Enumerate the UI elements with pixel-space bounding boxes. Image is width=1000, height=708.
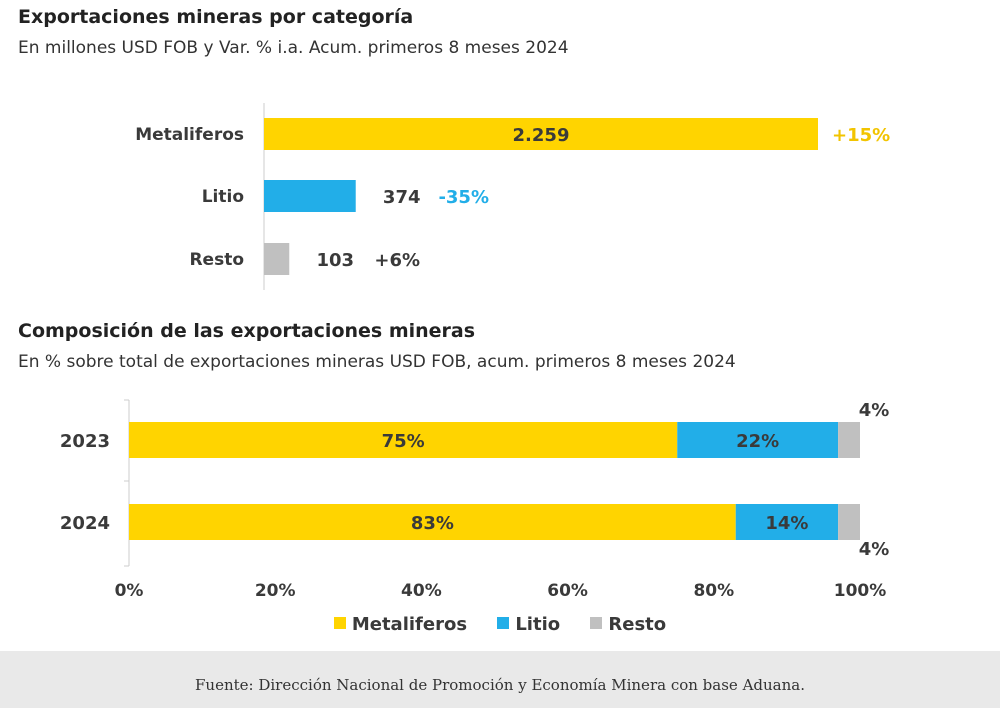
bar-litio	[264, 180, 356, 212]
resto-label: 4%	[859, 400, 890, 421]
x-tick-label: 0%	[115, 581, 144, 601]
legend-swatch-metaliferos	[333, 617, 346, 629]
legend-item-resto: Resto	[590, 614, 666, 635]
category-label: Resto	[189, 250, 244, 270]
legend-item-metaliferos: Metaliferos	[333, 614, 468, 635]
value-label: 2.259	[513, 125, 570, 146]
x-tick-label: 60%	[547, 581, 588, 601]
resto-label: 4%	[859, 539, 890, 560]
chart2-legend: Metaliferos Litio Resto	[0, 614, 1000, 635]
category-label: Metaliferos	[135, 125, 244, 145]
year-label: 2023	[60, 431, 110, 452]
x-tick-label: 20%	[255, 581, 296, 601]
chart1-subtitle: En millones USD FOB y Var. % i.a. Acum. …	[18, 38, 569, 58]
year-label: 2024	[60, 513, 110, 534]
value-label: 103	[316, 250, 354, 271]
segment-label: 22%	[736, 431, 779, 452]
legend-label: Litio	[515, 614, 561, 635]
source-footer: Fuente: Dirección Nacional de Promoción …	[0, 651, 1000, 708]
legend-swatch-litio	[497, 617, 510, 629]
bar-metaliferos	[264, 118, 818, 150]
legend-swatch-resto	[590, 617, 603, 629]
x-tick-label: 100%	[834, 581, 887, 601]
segment-label: 83%	[411, 513, 454, 534]
segment-label: 75%	[382, 431, 425, 452]
composition-stacked-chart: 2023 75% 22% 4% 2024 83% 14% 4% 0% 20% 40% 60% 80% 10…	[60, 399, 890, 601]
bar-resto	[264, 243, 290, 275]
source-text: Fuente: Dirección Nacional de Promoción …	[195, 676, 805, 694]
x-tick-label: 40%	[401, 581, 442, 601]
change-label: +15%	[832, 125, 890, 146]
change-label: -35%	[438, 187, 489, 208]
legend-label: Metaliferos	[351, 614, 468, 635]
segment-resto	[838, 504, 860, 540]
chart1-title: Exportaciones mineras por categoría	[18, 6, 414, 28]
value-label: 374	[383, 187, 421, 208]
segment-litio	[677, 422, 839, 458]
category-bar-chart: Metaliferos 2.259 +15% Litio 374 -35% Resto 103…	[135, 103, 890, 290]
legend-item-litio: Litio	[497, 614, 560, 635]
segment-resto	[838, 422, 860, 458]
chart2-title: Composición de las exportaciones mineras	[18, 320, 476, 342]
segment-label: 14%	[765, 513, 808, 534]
category-label: Litio	[202, 187, 244, 207]
segment-litio	[735, 504, 839, 540]
x-tick-label: 80%	[693, 581, 734, 601]
segment-metaliferos	[129, 422, 678, 458]
segment-metaliferos	[129, 504, 736, 540]
legend-label: Resto	[608, 614, 667, 635]
change-label: +6%	[374, 250, 420, 271]
chart2-subtitle: En % sobre total de exportaciones minera…	[18, 352, 736, 372]
